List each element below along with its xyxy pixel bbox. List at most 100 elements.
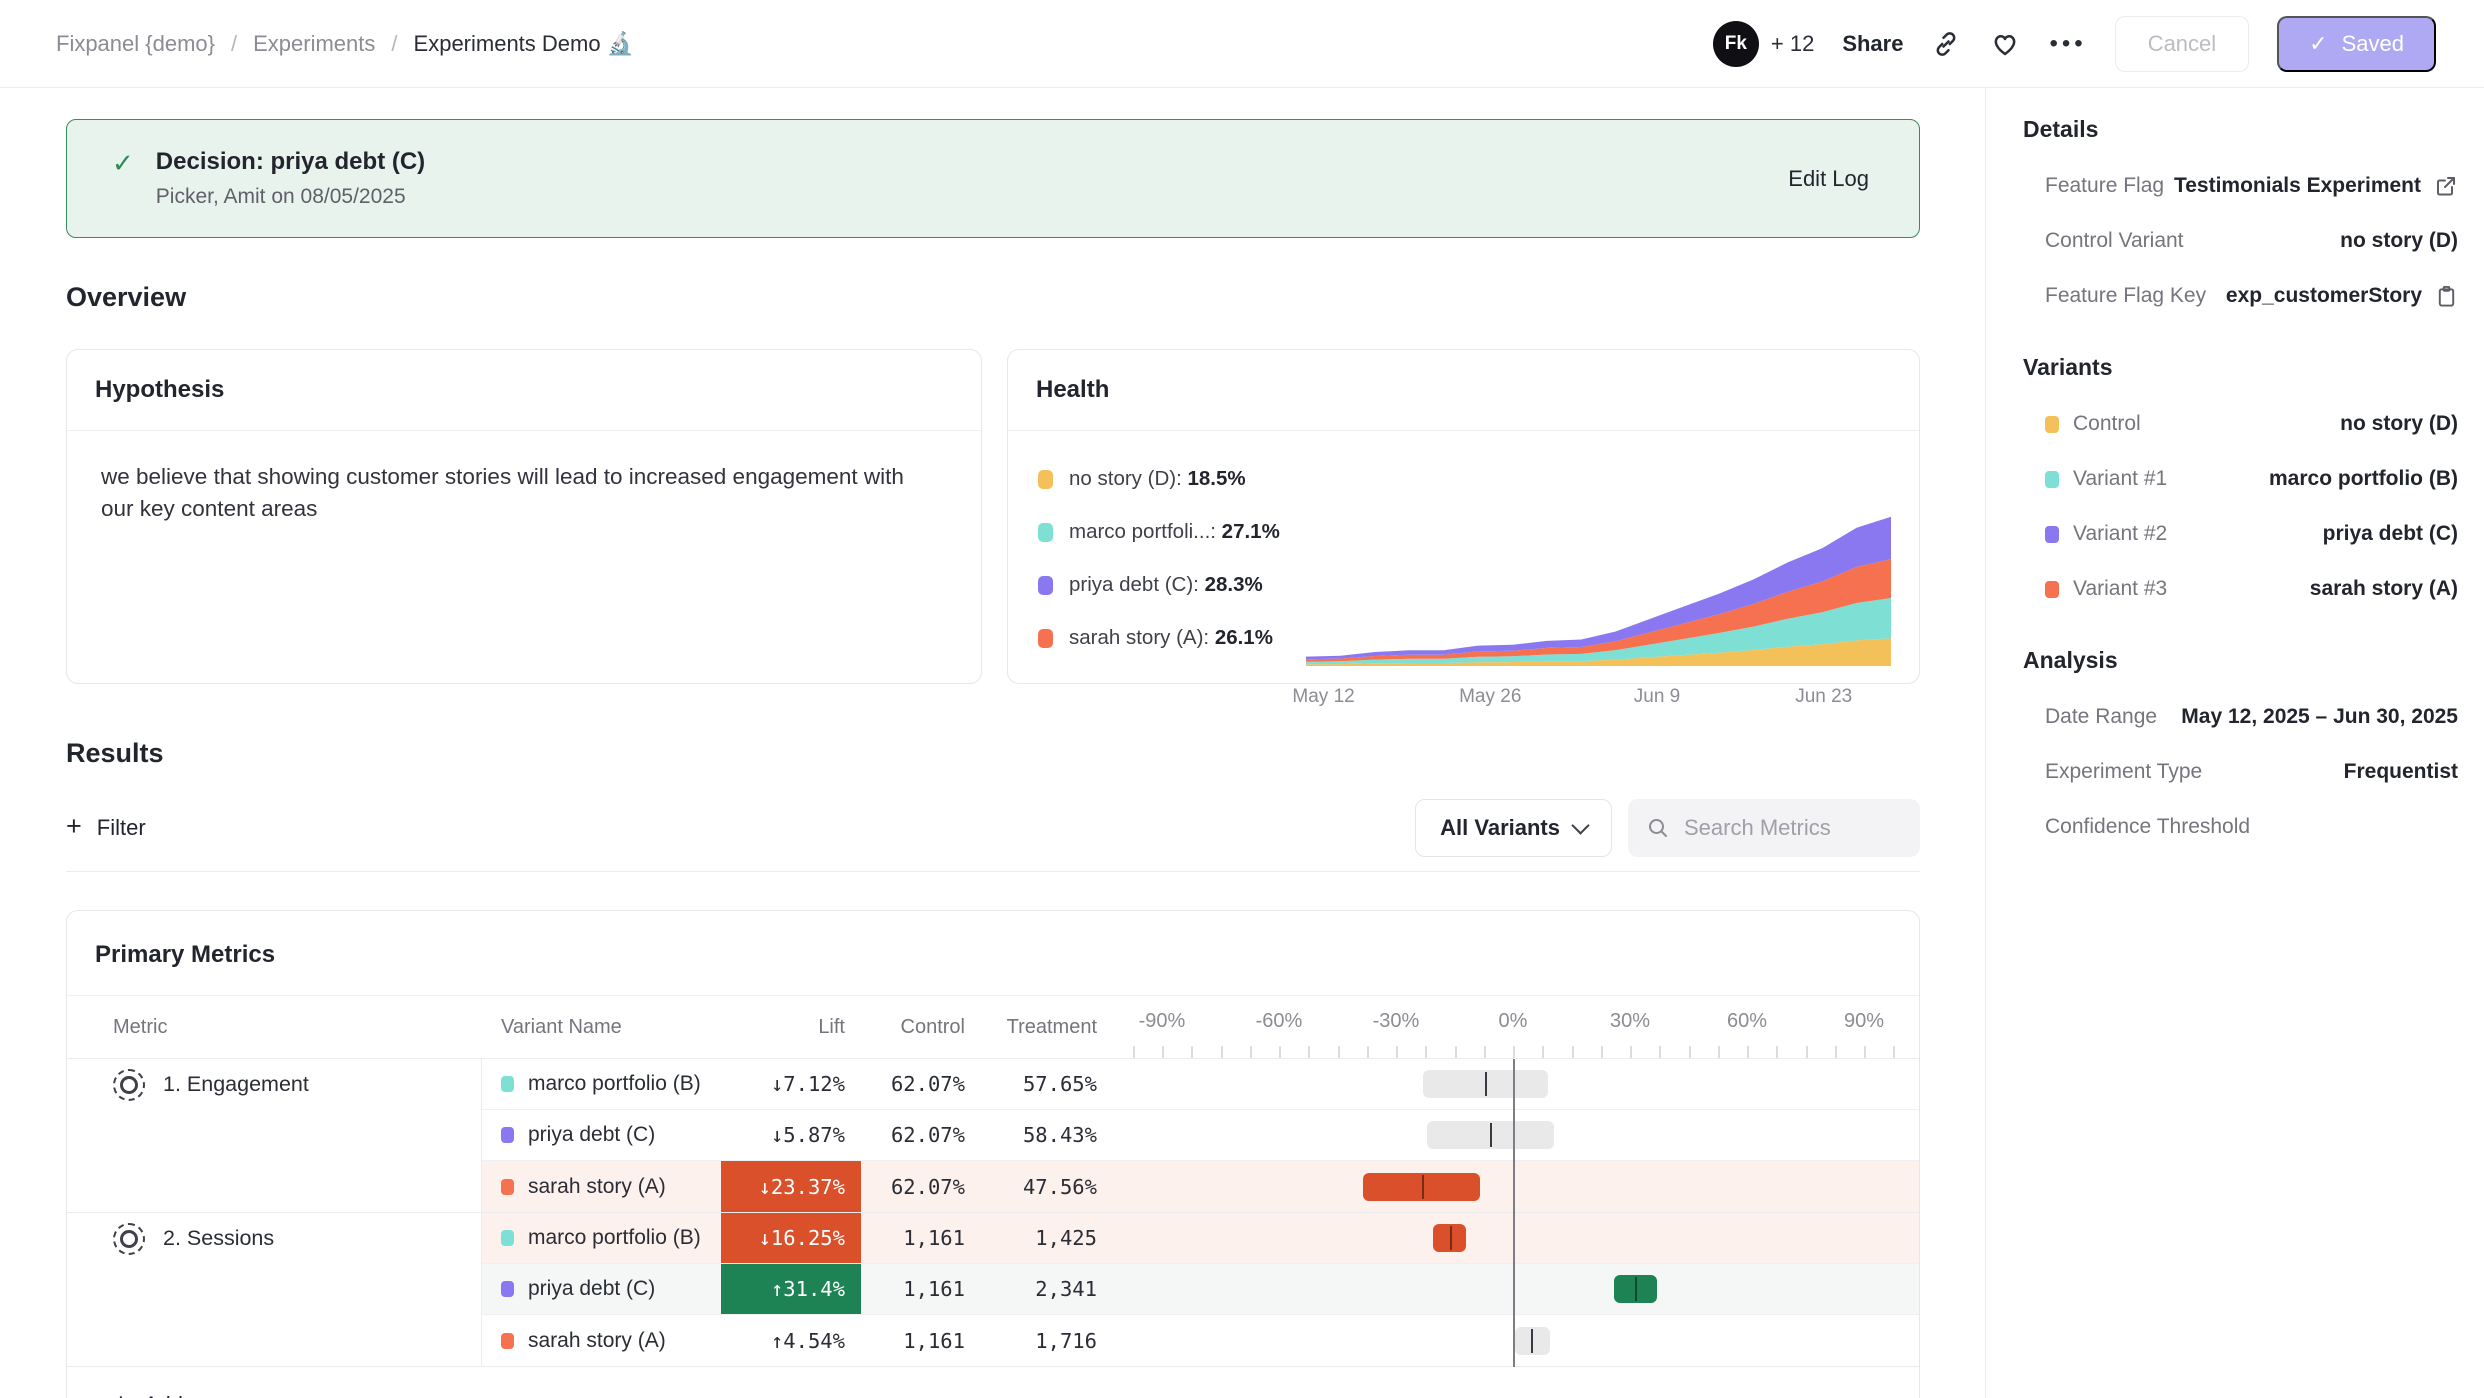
share-button[interactable]: Share	[1842, 30, 1904, 56]
sidebar-row: Confidence Threshold	[2023, 815, 2458, 839]
sidebar-row-value: exp_customerStory	[2226, 284, 2458, 308]
decision-meta: Picker, Amit on 08/05/2025	[155, 185, 406, 208]
sidebar-row-label: Control Variant	[2045, 229, 2184, 252]
ci-axis-label: -60%	[1255, 1010, 1303, 1032]
axis-tick-mark	[1249, 1046, 1252, 1058]
cancel-button[interactable]: Cancel	[2114, 15, 2250, 72]
confidence-interval-cell	[1113, 1315, 1919, 1366]
control-value-cell: 1,161	[861, 1213, 981, 1264]
control-value-cell: 62.07%	[861, 1161, 981, 1212]
health-card: Health no story (D): 18.5% marco portfoli…	[1007, 349, 1920, 707]
variant-name-cell: marco portfolio (B)	[481, 1213, 721, 1264]
details-sidebar: Details Feature Flag Testimonials Experime…	[1985, 88, 2484, 1398]
area-series-marco-portfolio-b-	[1306, 598, 1891, 665]
axis-tick-mark	[1279, 1046, 1281, 1058]
add-filter-button[interactable]: + Filter	[66, 811, 146, 841]
variant-name: sarah story (A)	[528, 1328, 666, 1352]
axis-tick-mark	[1600, 1046, 1603, 1058]
axis-tick-mark	[1337, 1046, 1340, 1058]
metrics-search[interactable]	[1628, 799, 1920, 857]
health-title: Health	[1008, 350, 1919, 431]
confidence-interval-cell	[1113, 1059, 1919, 1110]
metric-target-icon	[113, 1068, 145, 1101]
sidebar-row-label: Variant #2	[2045, 522, 2167, 546]
metric-cell: 1. Engagement	[67, 1059, 481, 1110]
area-series-sarah-story-a-	[1306, 559, 1891, 662]
breadcrumb-separator: /	[391, 30, 398, 56]
axis-tick-mark	[1834, 1046, 1837, 1058]
variant-name-cell: sarah story (A)	[481, 1161, 721, 1212]
ci-point-marker	[1485, 1072, 1488, 1096]
metric-column-divider	[481, 1059, 482, 1367]
sidebar-row-label: Variant #1	[2045, 467, 2167, 491]
breadcrumb-experiments[interactable]: Experiments	[253, 30, 376, 56]
legend-label: priya debt (C): 28.3%	[1069, 573, 1263, 596]
axis-tick-mark	[1542, 1046, 1545, 1058]
sidebar-row: Experiment Type Frequentist	[2023, 760, 2458, 784]
variant-color-chip	[501, 1178, 514, 1195]
treatment-value-cell: 58.43%	[981, 1110, 1113, 1161]
health-legend-item: no story (D): 18.5%	[1038, 467, 1306, 491]
confidence-interval-bar	[1614, 1275, 1658, 1303]
axis-tick-mark	[1893, 1046, 1896, 1058]
clipboard-icon[interactable]	[2435, 284, 2458, 308]
more-options-button[interactable]: •••	[2049, 29, 2087, 57]
axis-tick-mark	[1308, 1046, 1311, 1058]
axis-tick-mark	[1191, 1046, 1194, 1058]
treatment-value-cell: 2,341	[981, 1264, 1113, 1315]
legend-value: 18.5%	[1187, 467, 1246, 490]
ci-axis-label: 0%	[1498, 1010, 1528, 1032]
confidence-interval-bar	[1514, 1326, 1551, 1355]
sidebar-section-heading: Details	[2023, 116, 2099, 142]
axis-tick-mark	[1162, 1046, 1164, 1058]
confidence-interval-cell	[1113, 1161, 1919, 1212]
breadcrumb-project[interactable]: Fixpanel {demo}	[56, 30, 215, 56]
sidebar-row: Variant #3 sarah story (A)	[2023, 577, 2458, 601]
search-input[interactable]	[1684, 815, 1884, 841]
hypothesis-text: we believe that showing customer stories…	[101, 464, 904, 521]
overview-heading: Overview	[66, 282, 187, 312]
sidebar-row-label: Experiment Type	[2045, 760, 2203, 783]
chevron-down-icon	[1571, 815, 1590, 835]
avatar[interactable]: Fk	[1712, 20, 1759, 67]
external-link-icon[interactable]	[2434, 174, 2458, 198]
sidebar-row-value: no story (D)	[2340, 412, 2458, 435]
axis-tick-mark	[1571, 1046, 1574, 1058]
ci-point-marker	[1421, 1174, 1424, 1199]
saved-button[interactable]: ✓ Saved	[2277, 15, 2436, 72]
metric-name: 2. Sessions	[163, 1226, 275, 1250]
axis-tick-mark	[1483, 1046, 1486, 1058]
health-legend-item: sarah story (A): 26.1%	[1038, 626, 1306, 650]
confidence-interval-bar	[1423, 1070, 1549, 1098]
sidebar-row: Control Variant no story (D)	[2023, 229, 2458, 253]
ci-axis-label: 30%	[1609, 1010, 1651, 1032]
edit-log-button[interactable]: Edit Log	[1788, 165, 1869, 191]
axis-tick-mark	[1132, 1046, 1135, 1058]
column-header-control: Control	[900, 1015, 965, 1038]
axis-tick-mark	[1454, 1046, 1457, 1058]
primary-metrics-card: Primary Metrics Metric Variant Name Lift…	[66, 910, 1920, 1398]
metric-group: 1. Engagement marco portfolio (B) ↓7.12% 62…	[67, 1059, 1919, 1213]
control-value-cell: 62.07%	[861, 1059, 981, 1110]
plus-icon: +	[66, 811, 82, 841]
control-value-cell: 62.07%	[861, 1110, 981, 1161]
column-header-lift: Lift	[818, 1015, 845, 1038]
sidebar-row-value: no story (D)	[2340, 229, 2458, 252]
add-metric-button[interactable]: + Add	[67, 1367, 1919, 1398]
ci-point-marker	[1449, 1226, 1452, 1250]
variant-color-chip	[501, 1127, 514, 1143]
variant-color-chip	[501, 1230, 514, 1246]
legend-value: 27.1%	[1221, 520, 1280, 543]
legend-label: no story (D): 18.5%	[1069, 467, 1246, 490]
axis-tick-mark	[1425, 1046, 1428, 1058]
collaborators-count[interactable]: + 12	[1770, 30, 1815, 56]
treatment-value-cell: 47.56%	[981, 1161, 1113, 1212]
check-icon: ✓	[2309, 30, 2328, 56]
axis-tick-mark	[1366, 1046, 1369, 1058]
variants-filter-dropdown[interactable]: All Variants	[1415, 799, 1612, 857]
hypothesis-title: Hypothesis	[67, 350, 981, 431]
copy-link-icon[interactable]	[1931, 29, 1961, 59]
sidebar-row: Control no story (D)	[2023, 412, 2458, 436]
axis-tick-mark	[1805, 1046, 1808, 1058]
favorite-heart-icon[interactable]	[1989, 29, 2021, 59]
